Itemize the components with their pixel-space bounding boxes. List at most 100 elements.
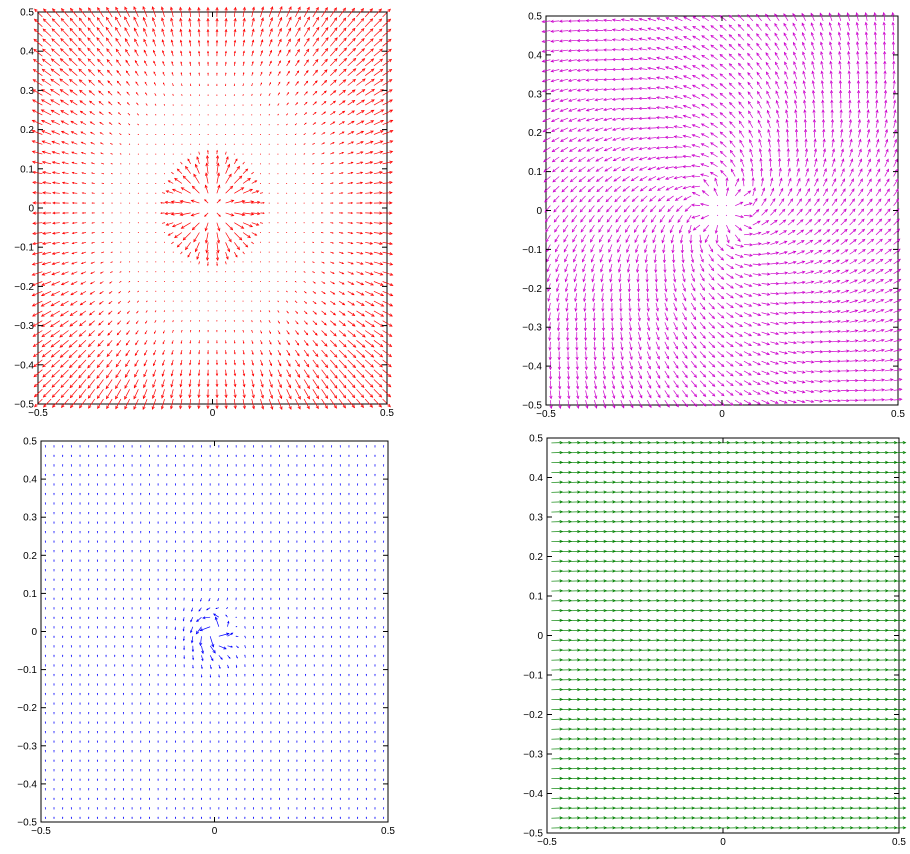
quiver-dot	[164, 163, 166, 165]
quiver-arrow	[60, 310, 69, 317]
quiver-arrow	[78, 359, 87, 369]
quiver-arrow	[80, 281, 87, 285]
quiver-dot	[111, 271, 113, 273]
x-tick-label: 0	[210, 408, 216, 419]
quiver-arrow	[52, 8, 61, 18]
quiver-dot	[294, 192, 296, 194]
quiver-arrow	[32, 271, 43, 276]
quiver-arrowhead	[78, 27, 82, 32]
quiver-dot	[198, 153, 200, 155]
quiver-dot	[251, 114, 253, 116]
quiver-dot	[129, 192, 131, 194]
quiver-arrowhead	[135, 91, 138, 94]
quiver-arrow	[170, 7, 174, 17]
quiver-arrowhead	[171, 188, 176, 192]
quiver-arrow	[133, 398, 139, 410]
quiver-arrow	[60, 379, 69, 388]
quiver-arrowhead	[196, 156, 200, 160]
quiver-dot	[129, 114, 131, 116]
quiver-arrow	[152, 398, 157, 410]
quiver-arrow	[133, 389, 139, 399]
quiver-arrowhead	[71, 151, 74, 154]
quiver-arrowhead	[61, 252, 65, 255]
quiver-arrow	[69, 18, 78, 27]
quiver-arrowhead	[180, 342, 183, 344]
quiver-arrowhead	[116, 59, 120, 63]
quiver-arrow	[51, 300, 60, 307]
quiver-arrow	[71, 141, 78, 145]
quiver-dot	[207, 134, 209, 135]
quiver-arrow	[192, 185, 200, 194]
quiver-dot	[251, 271, 253, 273]
quiver-arrow	[60, 320, 69, 327]
quiver-dot	[233, 300, 235, 302]
quiver-arrow	[189, 29, 192, 37]
quiver-arrow	[97, 69, 104, 76]
quiver-dot	[242, 300, 244, 302]
quiver-arrowhead	[162, 71, 165, 74]
quiver-dot	[181, 271, 183, 273]
quiver-dot	[111, 202, 113, 204]
quiver-dot	[277, 300, 279, 302]
quiver-dot	[207, 330, 209, 331]
quiver-arrow	[187, 158, 191, 165]
quiver-arrowhead	[180, 61, 183, 64]
quiver-arrow	[116, 349, 122, 357]
quiver-arrowhead	[87, 364, 91, 369]
quiver-arrow	[225, 369, 227, 376]
quiver-dot	[242, 281, 244, 282]
quiver-dot	[268, 271, 270, 273]
quiver-arrow	[134, 49, 139, 57]
quiver-arrowhead	[51, 140, 55, 144]
quiver-arrow	[59, 68, 69, 76]
quiver-dot	[286, 222, 288, 224]
quiver-arrowhead	[41, 343, 46, 348]
quiver-dot	[294, 281, 296, 282]
quiver-arrowhead	[207, 352, 209, 355]
quiver-arrow	[189, 379, 192, 387]
quiver-dot	[146, 261, 148, 263]
quiver-arrow	[69, 330, 78, 337]
quiver-arrow	[206, 155, 209, 164]
quiver-arrowhead	[80, 121, 83, 124]
quiver-arrow	[115, 389, 122, 399]
quiver-dot	[225, 290, 227, 292]
quiver-arrowhead	[71, 252, 75, 255]
quiver-arrow	[50, 99, 60, 106]
quiver-dot	[164, 222, 166, 224]
quiver-dot	[198, 134, 200, 135]
quiver-arrowhead	[180, 50, 183, 53]
quiver-dot	[286, 300, 288, 302]
quiver-arrowhead	[78, 333, 83, 337]
quiver-arrowhead	[134, 374, 138, 378]
quiver-arrowhead	[124, 374, 128, 378]
quiver-dot	[321, 212, 323, 214]
quiver-arrow	[106, 59, 113, 67]
quiver-arrowhead	[50, 334, 54, 338]
quiver-arrow	[152, 17, 157, 27]
quiver-arrowhead	[224, 362, 227, 366]
quiver-dot	[190, 271, 192, 273]
quiver-arrowhead	[96, 37, 100, 41]
quiver-arrowhead	[125, 342, 129, 346]
quiver-arrow	[88, 340, 95, 347]
quiver-arrow	[225, 379, 227, 387]
quiver-dot	[181, 310, 183, 312]
quiver-arrowhead	[118, 291, 120, 294]
quiver-arrowhead	[97, 353, 101, 358]
quiver-arrow	[124, 16, 130, 27]
quiver-arrowhead	[162, 49, 165, 53]
quiver-arrow	[125, 349, 130, 356]
quiver-arrowhead	[180, 352, 183, 355]
quiver-arrowhead	[90, 272, 93, 274]
quiver-dot	[312, 192, 314, 194]
quiver-arrowhead	[51, 252, 56, 255]
quiver-arrow	[162, 369, 165, 377]
quiver-arrow	[72, 162, 78, 165]
quiver-arrowhead	[115, 16, 119, 21]
quiver-dot	[216, 271, 218, 273]
quiver-arrowhead	[170, 200, 175, 204]
quiver-dot	[286, 290, 288, 292]
quiver-arrow	[61, 271, 69, 275]
quiver-arrowhead	[196, 256, 200, 260]
